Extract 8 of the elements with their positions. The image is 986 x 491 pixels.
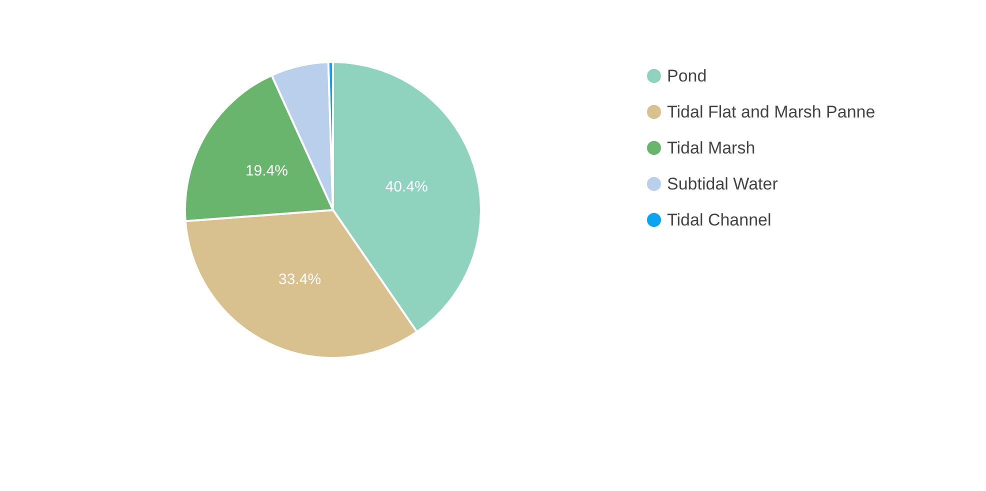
data-label: 40.4% [385,178,428,196]
legend-label: Subtidal Water [667,174,778,194]
data-label: 19.4% [245,162,288,180]
legend-label: Tidal Channel [667,210,772,230]
legend-label: Pond [667,66,707,86]
legend-label: Tidal Marsh [667,138,756,158]
legend-label: Tidal Flat and Marsh Panne [667,102,876,122]
data-label: 33.4% [278,270,322,288]
